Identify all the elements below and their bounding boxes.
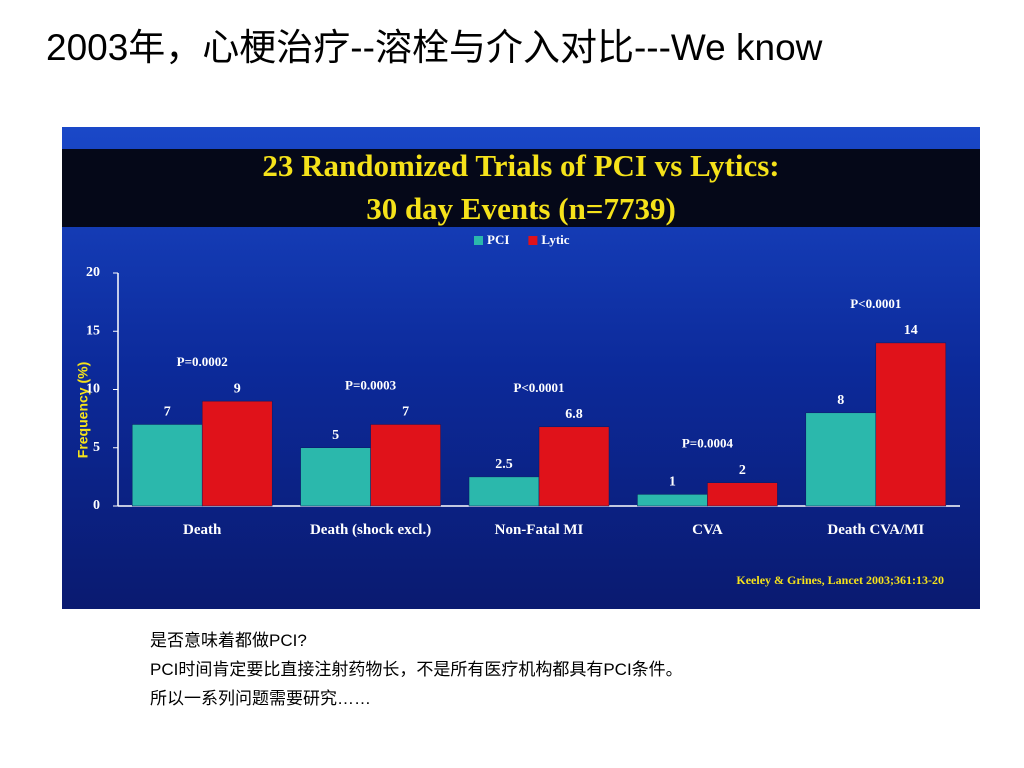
notes: 是否意味着都做PCI? PCI时间肯定要比直接注射药物长，不是所有医疗机构都具有P…: [150, 626, 683, 713]
title-band: [62, 149, 980, 227]
legend-label: Lytic: [541, 232, 569, 247]
annotation: P=0.0003: [345, 377, 397, 392]
y-tick-label: 10: [86, 382, 100, 397]
chart-subtitle: 30 day Events (n=7739): [366, 191, 676, 226]
annotation: P<0.0001: [513, 380, 564, 395]
bar: [637, 494, 708, 507]
data-label: 1: [669, 475, 676, 490]
bar: [370, 424, 441, 507]
chart-title: 23 Randomized Trials of PCI vs Lytics:: [262, 148, 779, 183]
data-label: 2.5: [495, 457, 513, 472]
data-label: 14: [904, 323, 918, 338]
data-label: 7: [164, 405, 171, 420]
legend-swatch: [528, 236, 538, 245]
y-tick-label: 0: [93, 498, 100, 513]
data-label: 9: [234, 381, 241, 396]
note-line: 是否意味着都做PCI?: [150, 631, 307, 650]
data-label: 2: [739, 463, 746, 478]
note-line: 所以一系列问题需要研究……: [150, 689, 371, 708]
data-label: 8: [837, 393, 844, 408]
annotation: P=0.0004: [682, 436, 734, 451]
source: Keeley & Grines, Lancet 2003;361:13-20: [736, 573, 944, 587]
data-label: 7: [402, 405, 409, 420]
bar: [300, 447, 371, 507]
bar: [707, 482, 778, 507]
bar: [468, 476, 540, 507]
bar: [538, 426, 610, 507]
y-tick-label: 20: [86, 265, 100, 280]
x-tick-label: Death: [183, 522, 222, 538]
bar: [805, 412, 877, 507]
annotation: P<0.0001: [850, 296, 901, 311]
y-axis-label: Frequency (%): [75, 362, 91, 458]
data-label: 5: [332, 428, 339, 443]
x-tick-label: Non-Fatal MI: [494, 522, 584, 538]
x-tick-label: Death (shock excl.): [309, 522, 432, 538]
bar: [875, 342, 947, 507]
note-line: PCI时间肯定要比直接注射药物长，不是所有医疗机构都具有PCI条件。: [150, 660, 683, 679]
annotation: P=0.0002: [177, 354, 228, 369]
data-label: 6.8: [565, 407, 583, 422]
y-tick-label: 5: [93, 440, 100, 455]
x-tick-label: CVA: [692, 522, 723, 538]
slide-title: 2003年，心梗治疗--溶栓与介入对比---We know: [46, 27, 823, 68]
chart: 23 Randomized Trials of PCI vs Lytics: 3…: [62, 127, 980, 609]
legend-label: PCI: [487, 232, 509, 247]
bar: [201, 400, 273, 507]
bar: [131, 424, 203, 507]
legend-swatch: [474, 236, 483, 245]
x-tick-label: Death CVA/MI: [827, 522, 925, 538]
y-tick-label: 15: [86, 323, 100, 338]
